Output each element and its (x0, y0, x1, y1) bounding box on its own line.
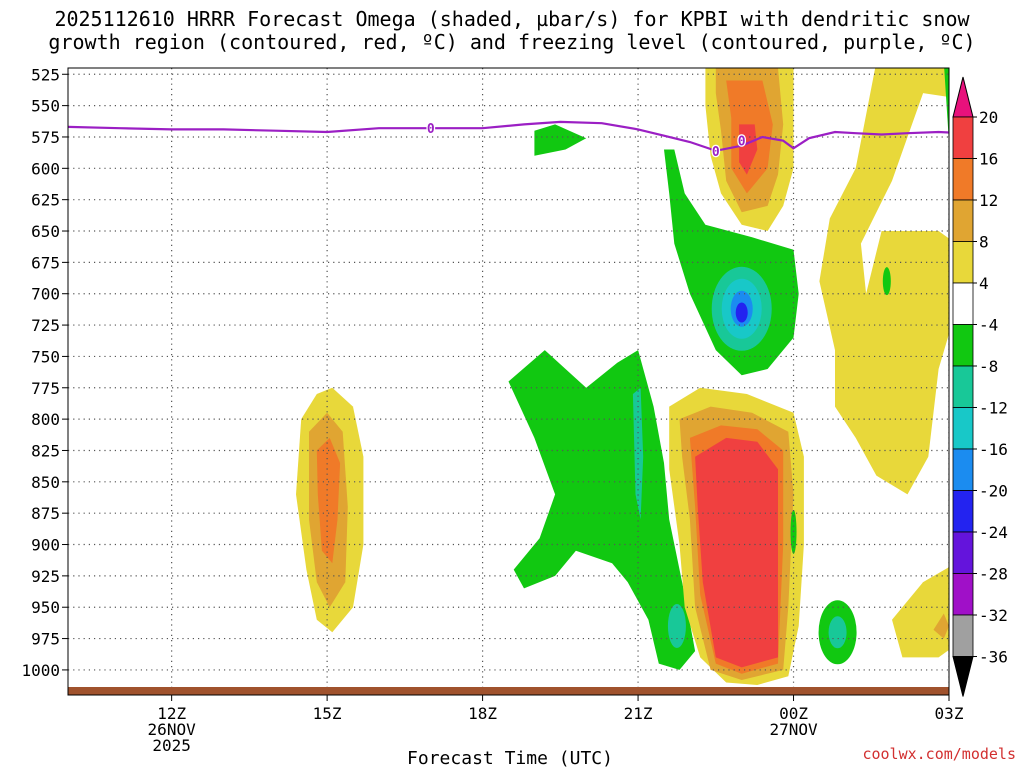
colorbar: 20 16 12 8 4 -4 -8 -12 -16 -20 -24 -28 -32 -36 (952, 76, 1008, 697)
x-tick-label: 2025 (152, 736, 191, 755)
colorbar-band (952, 324, 974, 367)
y-tick-label: 875 (31, 504, 60, 523)
y-tick-label: 800 (31, 410, 60, 429)
colorbar-band (952, 531, 974, 574)
colorbar-label: -12 (979, 399, 1008, 418)
colorbar-band (952, 448, 974, 491)
omega-right-yellow (892, 567, 949, 658)
colorbar-label: -16 (979, 440, 1008, 459)
colorbar-label: -36 (979, 648, 1008, 667)
colorbar-label: -20 (979, 482, 1008, 501)
colorbar-label: 4 (979, 274, 989, 293)
plot-frame (67, 67, 950, 696)
title-line-2: growth region (contoured, red, ºC) and f… (48, 30, 976, 54)
colorbar-top-arrow (952, 76, 974, 118)
colorbar-band (952, 116, 974, 159)
colorbar-band (952, 241, 974, 284)
omega-low-green (508, 350, 696, 670)
y-tick-label: 600 (31, 159, 60, 178)
colorbar-band (952, 199, 974, 242)
omega-mid-darkblue (735, 302, 748, 323)
x-tick-label: 03Z (935, 704, 964, 723)
omega-low-teal (667, 604, 686, 649)
y-axis: 525 550 575 600 625 650 675 700 725 750 775 800 825 8… (21, 65, 68, 680)
x-tick-label: 15Z (313, 704, 342, 723)
colorbar-band (952, 614, 974, 657)
credit-text: coolwx.com/models (862, 745, 1016, 763)
colorbar-band (952, 407, 974, 450)
ground-strip (68, 687, 949, 695)
omega-upper-red (739, 124, 758, 175)
y-tick-label: 575 (31, 128, 60, 147)
title-line-1: 2025112610 HRRR Forecast Omega (shaded, … (54, 7, 970, 31)
colorbar-band (952, 365, 974, 408)
y-tick-label: 700 (31, 285, 60, 304)
freezing-level-label: 0 (738, 135, 746, 150)
plot-area (68, 68, 949, 695)
y-tick-label: 925 (31, 567, 60, 586)
grid-lines (68, 68, 949, 695)
y-tick-label: 950 (31, 598, 60, 617)
colorbar-label: -32 (979, 606, 1008, 625)
y-tick-label: 625 (31, 191, 60, 210)
colorbar-label: 12 (979, 191, 998, 210)
y-tick-label: 900 (31, 536, 60, 555)
omega-15z-orange (316, 437, 341, 564)
omega-19z-green (534, 124, 587, 156)
omega-low-red (695, 437, 778, 668)
y-tick-label: 675 (31, 253, 60, 272)
y-tick-label: 825 (31, 441, 60, 460)
chart-title: 2025112610 HRRR Forecast Omega (shaded, … (0, 8, 1024, 54)
colorbar-bottom-arrow (952, 656, 974, 697)
y-tick-label: 775 (31, 379, 60, 398)
y-tick-label: 550 (31, 97, 60, 116)
freezing-level-contour (68, 120, 949, 152)
x-tick-label: 12Z (157, 704, 186, 723)
colorbar-band (952, 490, 974, 533)
x-tick-label: 18Z (468, 704, 497, 723)
colorbar-label: -24 (979, 523, 1008, 542)
y-tick-label: 750 (31, 347, 60, 366)
y-tick-label: 975 (31, 630, 60, 649)
x-axis-title: Forecast Time (UTC) (407, 748, 613, 768)
colorbar-band (952, 158, 974, 201)
y-tick-label: 725 (31, 316, 60, 335)
omega-shading (296, 68, 949, 685)
colorbar-label: 20 (979, 108, 998, 127)
colorbar-label: 8 (979, 233, 989, 252)
y-tick-label: 525 (31, 65, 60, 84)
colorbar-label: -8 (979, 357, 998, 376)
y-tick-label: 650 (31, 222, 60, 241)
y-tick-label: 1000 (21, 661, 60, 680)
colorbar-label: 16 (979, 150, 998, 169)
colorbar-label: -28 (979, 565, 1008, 584)
freezing-level-label: 0 (427, 122, 435, 137)
omega-dot-teal (828, 616, 847, 649)
y-tick-label: 850 (31, 473, 60, 492)
colorbar-band (952, 573, 974, 616)
freezing-level-labels: 0 0 0 (426, 121, 747, 161)
x-tick-label: 26NOV (148, 720, 197, 739)
omega-right-green (944, 68, 949, 144)
omega-right-gold (933, 613, 949, 639)
freezing-level-label: 0 (712, 145, 720, 160)
x-tick-label: 27NOV (769, 720, 818, 739)
x-tick-label: 00Z (779, 704, 808, 723)
omega-dot-green-1 (882, 267, 891, 296)
colorbar-label: -4 (979, 316, 998, 335)
colorbar-band (952, 282, 974, 325)
x-tick-label: 21Z (624, 704, 653, 723)
